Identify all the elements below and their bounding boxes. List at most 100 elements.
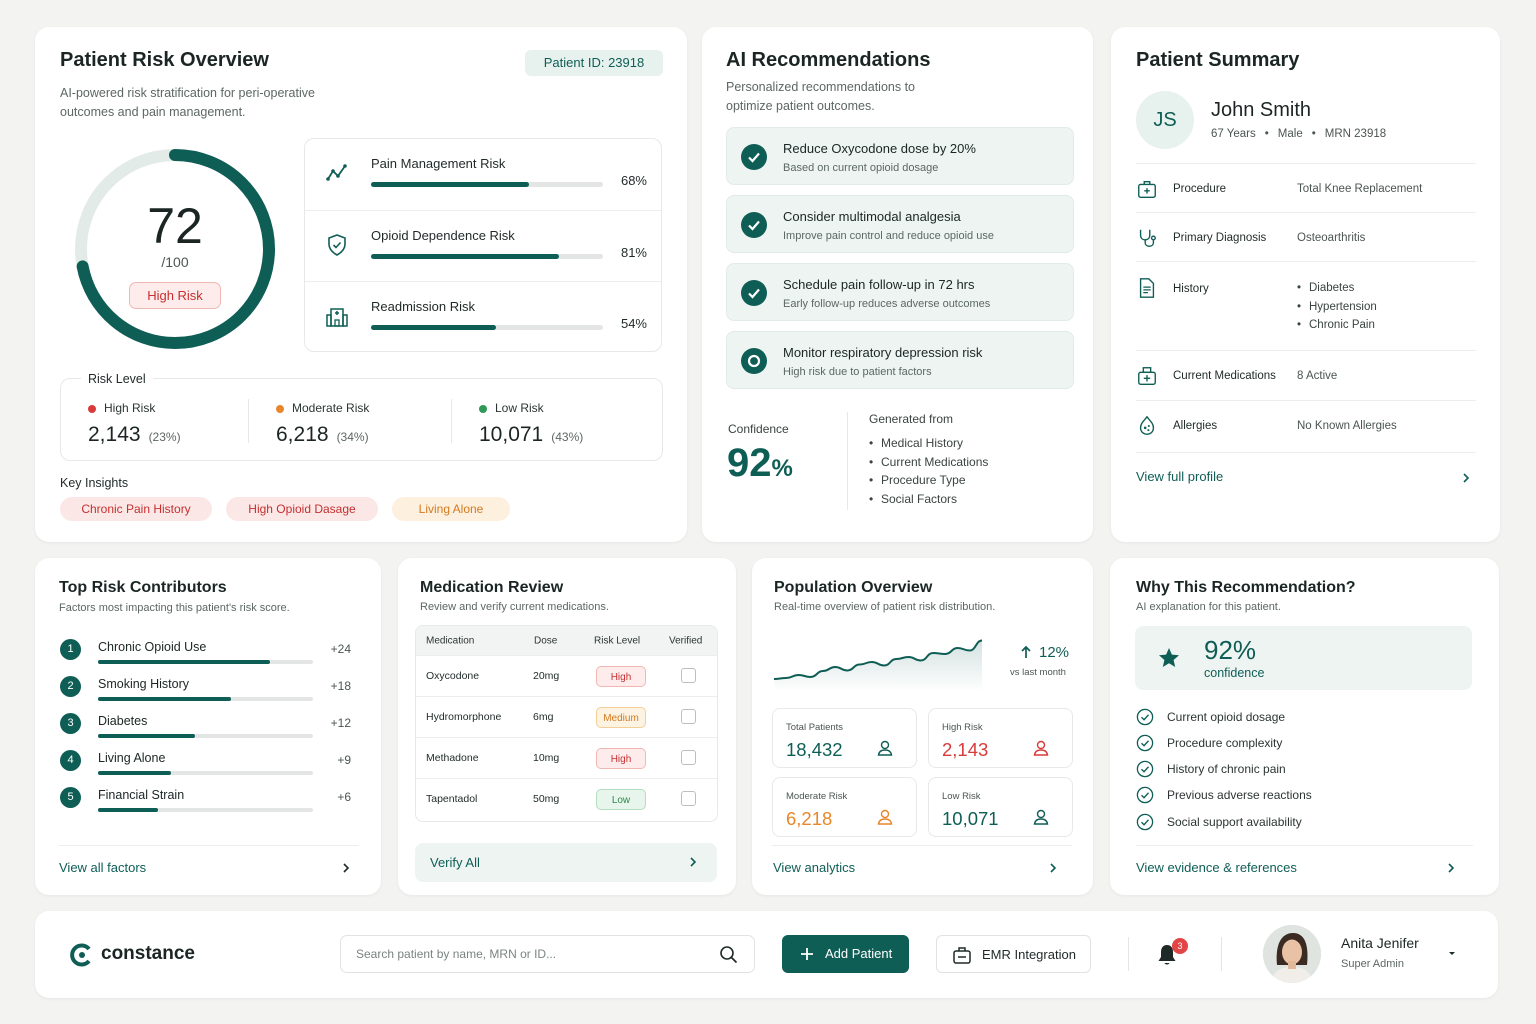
medication-name: Tapentadol — [426, 793, 478, 805]
search-icon[interactable] — [719, 945, 738, 964]
verify-all-button[interactable]: Verify All — [415, 843, 717, 882]
add-patient-button[interactable]: Add Patient — [782, 935, 909, 973]
risk-progress-track — [371, 182, 603, 187]
view-evidence-link[interactable]: View evidence & references — [1136, 860, 1297, 875]
contributor-fill — [98, 697, 232, 701]
contributor-fill — [98, 734, 195, 738]
stat-label: Total Patients — [786, 722, 844, 733]
risk-progress-track — [371, 254, 603, 259]
chevron-down-icon[interactable] — [1447, 950, 1457, 958]
table-row: Hydromorphone 6mg Medium — [416, 696, 717, 737]
contributor-fill — [98, 808, 159, 812]
column-header: Verified — [669, 635, 703, 646]
summary-key: Current Medications — [1173, 370, 1276, 382]
insight-tag[interactable]: Living Alone — [392, 497, 510, 521]
divider — [1128, 937, 1129, 971]
table-row: Methadone 10mg High — [416, 737, 717, 778]
risk-label: Pain Management Risk — [371, 156, 506, 171]
summary-value: Total Knee Replacement — [1297, 183, 1423, 195]
contributor-item: 5 Financial Strain +6 — [60, 787, 355, 819]
risk-row-opioid: Opioid Dependence Risk 81% — [305, 210, 661, 281]
contributor-score: +6 — [337, 790, 351, 804]
risk-level-title: Risk Level — [81, 372, 153, 386]
risk-level-count: 10,071 — [479, 423, 544, 446]
view-full-profile-link[interactable]: View full profile — [1136, 469, 1224, 484]
view-analytics-link[interactable]: View analytics — [773, 860, 856, 875]
medication-dose: 50mg — [533, 793, 560, 805]
risk-percent: 81% — [620, 245, 647, 260]
recommendation-item[interactable]: Reduce Oxycodone dose by 20% Based on cu… — [726, 127, 1074, 185]
verified-checkbox[interactable] — [681, 668, 696, 683]
contributor-track — [98, 734, 313, 738]
generated-from-label: Generated from — [869, 412, 954, 426]
generated-from-item: Medical History — [869, 434, 988, 453]
summary-key: Primary Diagnosis — [1173, 232, 1267, 244]
history-item: Hypertension — [1297, 298, 1377, 317]
chevron-right-icon[interactable] — [1461, 473, 1471, 483]
recommendation-item[interactable]: Consider multimodal analgesia Improve pa… — [726, 195, 1074, 253]
user-avatar[interactable] — [1263, 925, 1321, 983]
contributor-rank: 5 — [60, 787, 81, 808]
contributor-item: 2 Smoking History +18 — [60, 676, 355, 708]
avatar: JS — [1136, 91, 1194, 149]
view-all-factors-link[interactable]: View all factors — [59, 860, 147, 875]
insight-tag[interactable]: High Opioid Dasage — [226, 497, 378, 521]
column-header: Risk Level — [594, 635, 641, 646]
summary-row-diagnosis: Primary Diagnosis Osteoarthritis — [1136, 212, 1476, 261]
stat-low-risk: Low Risk 10,071 — [928, 777, 1073, 837]
column-header: Dose — [534, 635, 558, 646]
why-confidence-value: 92% — [1204, 635, 1257, 665]
notifications-button[interactable]: 3 — [1154, 938, 1188, 969]
risk-percent: 54% — [620, 316, 647, 331]
chevron-right-icon[interactable] — [341, 863, 351, 873]
contributor-score: +12 — [330, 716, 351, 730]
summary-key: History — [1173, 283, 1209, 295]
reason-item: Social support availability — [1136, 813, 1302, 831]
ai-recommendations-description: Personalized recommendations to optimize… — [726, 80, 915, 113]
medication-table: Medication Dose Risk Level Verified Oxyc… — [415, 625, 718, 822]
key-insights-title: Key Insights — [60, 476, 129, 490]
risk-level-count: 6,218 — [276, 423, 329, 446]
contributor-name: Chronic Opioid Use — [98, 640, 207, 654]
contributor-track — [98, 771, 313, 775]
risk-level-name: High Risk — [88, 401, 181, 415]
summary-value: 8 Active — [1297, 370, 1338, 382]
risk-level-low: Low Risk 10,071 (43%) — [479, 401, 583, 447]
medication-dose: 20mg — [533, 670, 560, 682]
population-trend-chart — [773, 639, 983, 692]
insight-tag[interactable]: Chronic Pain History — [60, 497, 212, 521]
user-icon — [877, 809, 893, 825]
contributor-name: Financial Strain — [98, 788, 185, 802]
contributor-rank: 4 — [60, 750, 81, 771]
verified-checkbox[interactable] — [681, 791, 696, 806]
verified-checkbox[interactable] — [681, 750, 696, 765]
medication-review-title: Medication Review — [420, 579, 564, 596]
recommendation-title: Schedule pain follow-up in 72 hrs — [783, 277, 975, 292]
chevron-right-icon[interactable] — [1446, 863, 1456, 873]
confidence-value: 92% — [727, 441, 793, 485]
recommendation-title: Consider multimodal analgesia — [783, 209, 961, 224]
risk-level-share: (23%) — [148, 430, 181, 444]
recommendation-item[interactable]: Monitor respiratory depression risk High… — [726, 331, 1074, 389]
chevron-right-icon[interactable] — [1048, 863, 1058, 873]
contributor-fill — [98, 771, 172, 775]
top-risk-contributors-card: Top Risk Contributors Factors most impac… — [35, 558, 381, 895]
population-overview-card: Population Overview Real-time overview o… — [752, 558, 1093, 895]
summary-row-allergies: Allergies No Known Allergies — [1136, 400, 1476, 453]
stat-value: 6,218 — [786, 808, 833, 829]
verified-checkbox[interactable] — [681, 709, 696, 724]
search-input[interactable]: Search patient by name, MRN or ID... — [340, 935, 755, 973]
emr-integration-button[interactable]: EMR Integration — [936, 935, 1091, 973]
patient-meta: 67 Years • Male • MRN 23918 — [1211, 128, 1387, 140]
risk-label: Readmission Risk — [371, 299, 476, 314]
divider — [59, 845, 359, 846]
patient-id-badge: Patient ID: 23918 — [525, 50, 663, 76]
trend-line-icon — [326, 164, 347, 181]
risk-level-share: (34%) — [336, 430, 369, 444]
risk-row-pain: Pain Management Risk 68% — [305, 139, 661, 210]
recommendation-item[interactable]: Schedule pain follow-up in 72 hrs Early … — [726, 263, 1074, 321]
hospital-icon — [326, 308, 348, 327]
trend-area — [774, 640, 982, 692]
risk-level-name: Low Risk — [479, 401, 583, 415]
brand-logo-icon — [70, 943, 91, 967]
